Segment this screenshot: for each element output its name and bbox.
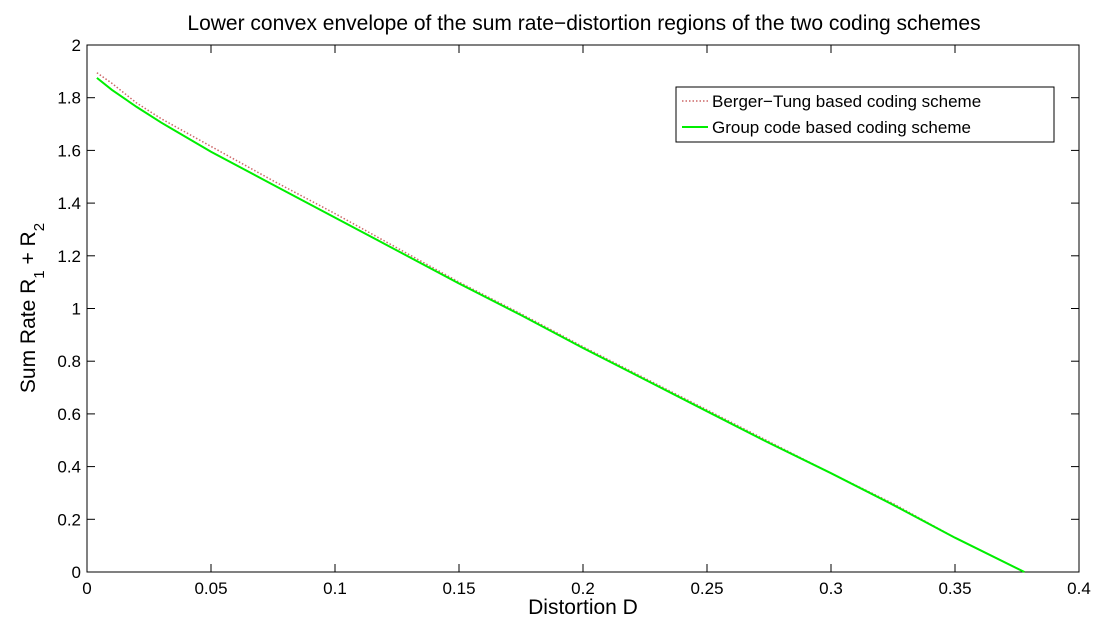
y-tick-label: 0.2 (57, 510, 81, 529)
y-label-sub1: 1 (31, 270, 48, 278)
y-tick-label: 1.8 (57, 89, 81, 108)
series-layer (96, 72, 1025, 573)
x-axis-ticks: 0 0.05 0.1 0.15 0.2 0.25 0.3 0.35 0.4 (82, 45, 1091, 598)
legend-label-group-code: Group code based coding scheme (712, 118, 971, 137)
chart-title: Lower convex envelope of the sum rate−di… (187, 12, 980, 35)
legend-box (675, 86, 1055, 143)
series-line-berger-tung (96, 72, 1025, 573)
legend-label-berger-tung: Berger−Tung based coding scheme (712, 92, 981, 111)
y-label-prefix: Sum Rate R (17, 279, 40, 393)
x-tick-label: 0.3 (819, 579, 843, 598)
y-tick-label: 1.2 (57, 247, 81, 266)
x-tick-label: 0.2 (571, 579, 595, 598)
y-label-sub2: 2 (31, 223, 48, 231)
y-tick-label: 2 (72, 36, 81, 55)
x-tick-label: 0.15 (442, 579, 475, 598)
y-tick-label: 0.8 (57, 352, 81, 371)
x-tick-label: 0.25 (690, 579, 723, 598)
legend: Berger−Tung based coding scheme Group co… (675, 86, 1055, 143)
y-tick-label: 0.6 (57, 405, 81, 424)
series-line-group-code (96, 77, 1025, 573)
x-tick-label: 0.05 (194, 579, 227, 598)
y-axis-ticks: 0 0.2 0.4 0.6 0.8 1 1.2 1.4 1.6 1.8 2 (57, 36, 1079, 582)
y-tick-label: 0.4 (57, 458, 81, 477)
x-tick-label: 0.4 (1067, 579, 1091, 598)
x-tick-label: 0.35 (938, 579, 971, 598)
y-tick-label: 1 (72, 300, 81, 319)
x-tick-label: 0 (82, 579, 91, 598)
y-tick-label: 1.4 (57, 194, 81, 213)
x-tick-label: 0.1 (323, 579, 347, 598)
y-label-mid: + R (17, 231, 40, 270)
x-axis-label: Distortion D (528, 596, 638, 618)
y-axis-label: Sum Rate R1 + R2 (17, 223, 48, 393)
y-tick-label: 1.6 (57, 141, 81, 160)
y-tick-label: 0 (72, 563, 81, 582)
